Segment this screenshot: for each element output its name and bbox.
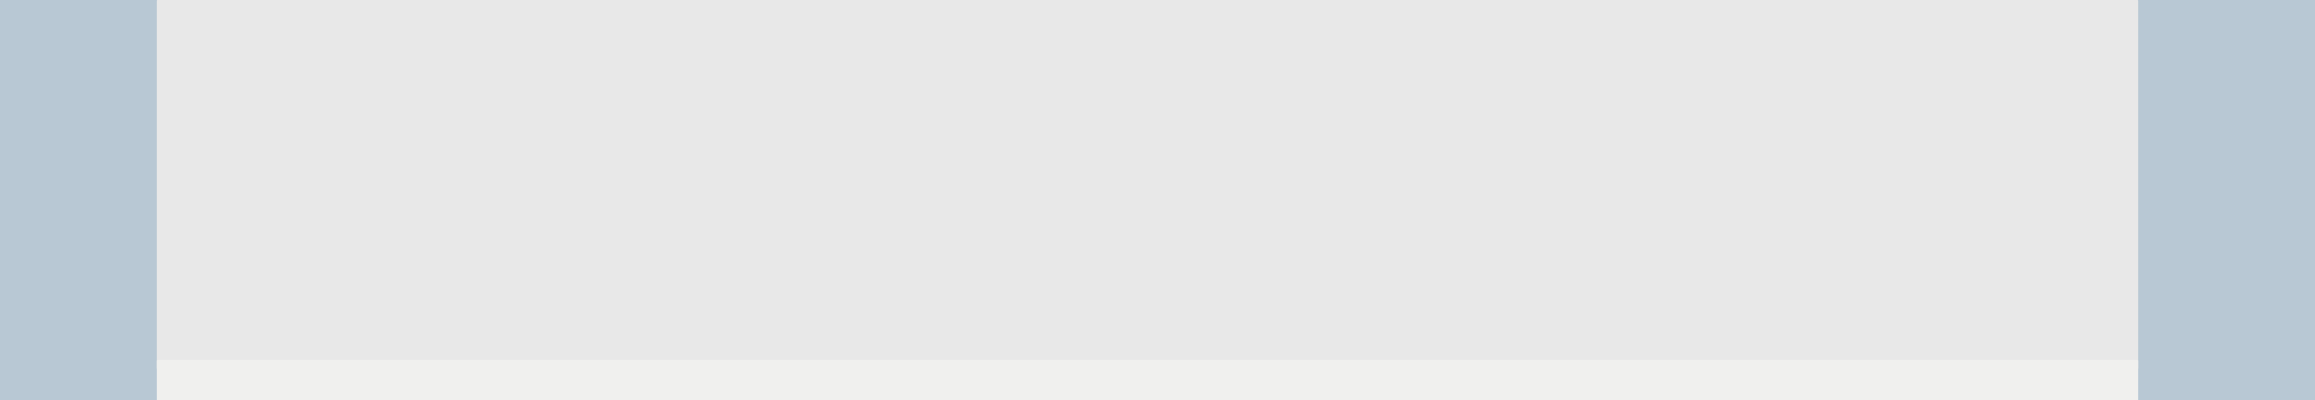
Text: Identify the other isotope that is formed in this reaction.: Identify the other isotope that is forme… bbox=[456, 368, 1771, 400]
Text: A uranium-235 isotope is struck by a neutron, which causes it break into a: A uranium-235 isotope is struck by a neu… bbox=[271, 32, 2063, 78]
Text: 3): 3) bbox=[176, 32, 225, 77]
Text: Write a balanced nuclear equation for this reaction.: Write a balanced nuclear equation for th… bbox=[456, 252, 1662, 298]
Text: a.: a. bbox=[359, 252, 400, 297]
Text: b.: b. bbox=[359, 368, 403, 400]
Text: strontium-90, three neutrons, and another isotope.: strontium-90, three neutrons, and anothe… bbox=[271, 152, 1493, 198]
